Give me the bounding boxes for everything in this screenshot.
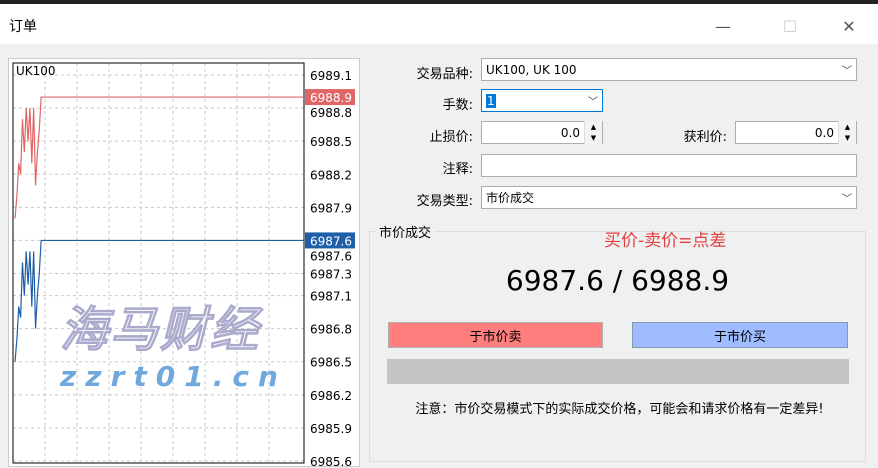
series-bid bbox=[14, 239, 304, 362]
market-group bbox=[369, 231, 866, 462]
take-profit-input[interactable]: 0.0 ▲ ▼ bbox=[735, 121, 857, 144]
volume-value: 1 bbox=[486, 93, 496, 108]
minimize-icon: — bbox=[715, 16, 731, 36]
bid-ask-prices: 6987.6 / 6988.9 bbox=[505, 264, 730, 297]
maximize-icon: ☐ bbox=[782, 16, 798, 36]
y-tick-label: 6987.9 bbox=[310, 201, 352, 215]
comment-input[interactable] bbox=[481, 154, 857, 177]
comment-label: 注释: bbox=[442, 162, 473, 177]
bid-price-label: 6987.6 bbox=[310, 234, 352, 248]
order-type-label: 交易类型: bbox=[416, 194, 473, 209]
buy-at-market-button[interactable]: 于市价买 bbox=[632, 322, 848, 348]
stop-loss-spinner[interactable]: ▲ ▼ bbox=[584, 121, 602, 144]
y-tick-label: 6985.9 bbox=[310, 422, 352, 436]
ask-price-label: 6988.9 bbox=[310, 91, 352, 105]
top-strip bbox=[0, 0, 878, 4]
chevron-down-icon: ﹀ bbox=[588, 97, 598, 108]
stop-loss-label: 止损价: bbox=[429, 130, 473, 145]
spin-down-icon: ▼ bbox=[844, 134, 851, 143]
title-bar: 订单 — ☐ ✕ bbox=[0, 4, 878, 44]
symbol-value: UK100, UK 100 bbox=[486, 62, 577, 77]
window-title: 订单 bbox=[9, 19, 37, 35]
ask-price-tag bbox=[305, 89, 355, 106]
watermark-logo: 海马财经 bbox=[59, 302, 261, 359]
y-tick-label: 6987.6 bbox=[310, 249, 352, 263]
status-bar bbox=[387, 359, 849, 384]
y-tick-label: 6988.8 bbox=[310, 106, 352, 120]
y-tick-label: 6989.1 bbox=[310, 69, 352, 83]
close-button[interactable]: ✕ bbox=[826, 8, 872, 44]
chevron-down-icon: ﹀ bbox=[842, 194, 852, 205]
chart-svg: 6989.16988.86988.56988.26987.96987.66987… bbox=[12, 62, 355, 468]
plot-frame bbox=[12, 62, 305, 464]
stop-loss-input[interactable]: 0.0 ▲ ▼ bbox=[481, 121, 603, 144]
symbol-label: 交易品种: bbox=[416, 67, 473, 82]
volume-label: 手数: bbox=[442, 98, 473, 113]
sell-at-market-button[interactable]: 于市价卖 bbox=[388, 322, 603, 348]
spin-up-icon: ▲ bbox=[844, 122, 851, 131]
order-type-value: 市价成交 bbox=[486, 191, 535, 205]
y-tick-label: 6986.2 bbox=[310, 389, 352, 403]
chevron-down-icon: ﹀ bbox=[842, 66, 852, 77]
take-profit-spinner[interactable]: ▲ ▼ bbox=[838, 121, 856, 144]
symbol-label: UK100 bbox=[16, 64, 56, 78]
spin-down-icon: ▼ bbox=[590, 134, 597, 143]
group-title: 市价成交 bbox=[376, 222, 435, 241]
maximize-button[interactable]: ☐ bbox=[767, 8, 813, 44]
y-tick-label: 6987.1 bbox=[310, 290, 352, 304]
y-tick-label: 6988.2 bbox=[310, 168, 352, 182]
y-tick-label: 6985.6 bbox=[310, 455, 352, 468]
symbol-select[interactable]: UK100, UK 100 ﹀ bbox=[481, 58, 857, 81]
minimize-button[interactable]: — bbox=[700, 8, 746, 44]
watermark-url: zzrt01.cn bbox=[60, 360, 287, 393]
volume-combo[interactable]: 1 ﹀ bbox=[481, 89, 603, 112]
take-profit-label: 获利价: bbox=[683, 130, 727, 145]
market-note: 注意：市价交易模式下的实际成交价格，可能会和请求价格有一定差异! bbox=[415, 402, 824, 417]
series-ask bbox=[14, 96, 304, 219]
take-profit-value: 0.0 bbox=[814, 125, 834, 140]
y-tick-label: 6987.3 bbox=[310, 268, 352, 282]
order-type-select[interactable]: 市价成交 ﹀ bbox=[481, 186, 857, 209]
y-tick-label: 6988.5 bbox=[310, 135, 352, 149]
bid-price-tag bbox=[305, 232, 355, 249]
y-tick-label: 6986.5 bbox=[310, 356, 352, 370]
close-icon: ✕ bbox=[842, 16, 856, 36]
stop-loss-value: 0.0 bbox=[560, 125, 580, 140]
spin-up-icon: ▲ bbox=[590, 122, 597, 131]
y-tick-label: 6986.8 bbox=[310, 323, 352, 337]
tick-chart: 6989.1 6988.8 6988.5 6988.2 6987.9 6987.6 6987… bbox=[8, 58, 360, 468]
spread-annotation: 买价-卖价=点差 bbox=[604, 231, 727, 251]
